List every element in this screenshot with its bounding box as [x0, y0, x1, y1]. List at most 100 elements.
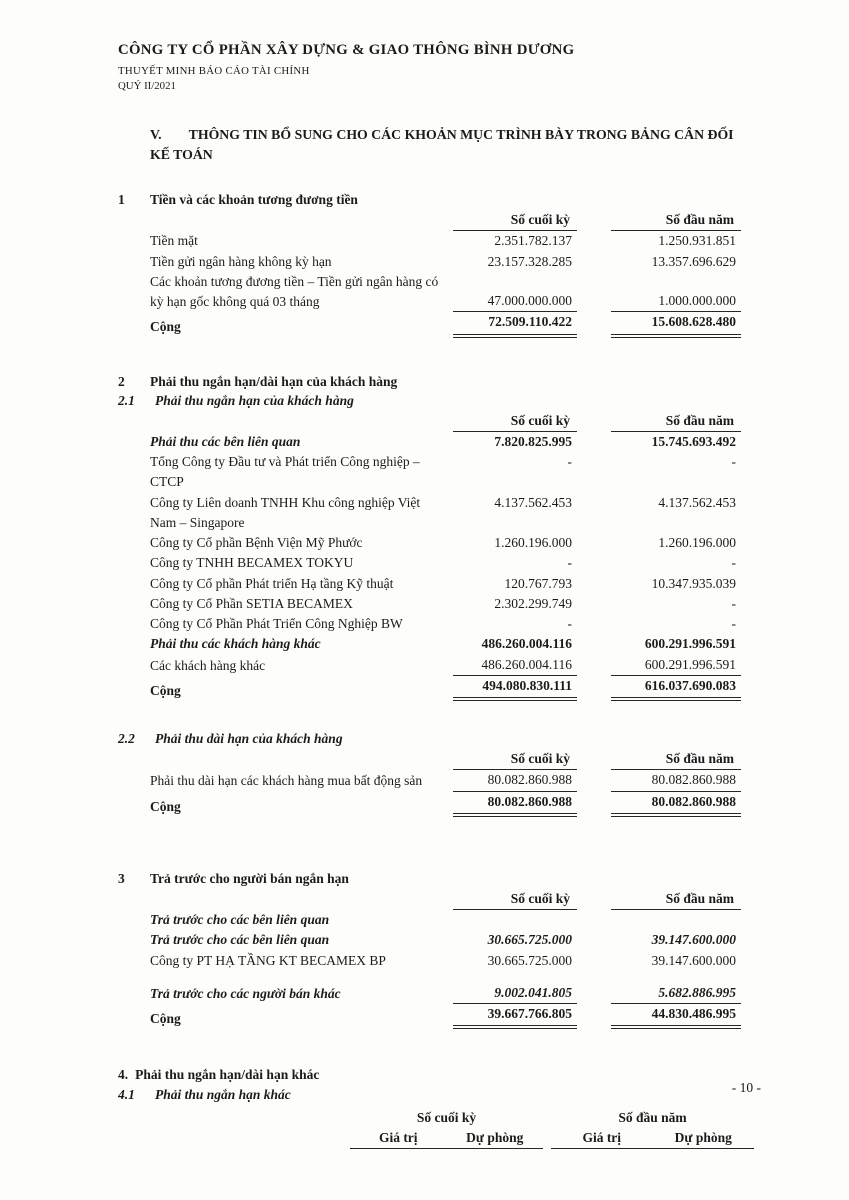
beginning-balance-value: - [731, 454, 737, 469]
column-header-beginning: Số đầu năm [611, 411, 741, 432]
table-row: Công ty PT HẠ TẦNG KT BECAMEX BP 30.665.… [150, 951, 763, 971]
table-row: Công ty Cổ Phần Phát Triển Công Nghiệp B… [150, 614, 763, 634]
row-label: Trả trước cho các bên liên quan [150, 912, 330, 927]
column-gap [577, 452, 611, 454]
ending-balance-value: - [567, 616, 573, 631]
section-title: Phải thu ngắn hạn/dài hạn khác [135, 1067, 320, 1083]
spacer-cell [118, 1128, 350, 1150]
section-title: Phải thu ngắn hạn khác [155, 1087, 291, 1103]
group-header-beginning: Số đầu năm [618, 1110, 687, 1126]
column-gap [577, 310, 611, 312]
section-title: Phải thu dài hạn của khách hàng [155, 731, 343, 746]
section-heading-prepayments: 3 Trả trước cho người bán ngắn hạn [118, 871, 763, 887]
ending-balance-value: - [567, 555, 573, 571]
table-row: Các khoản tương đương tiền – Tiền gửi ng… [150, 272, 763, 313]
section-number: V. [150, 127, 162, 142]
subsection-heading-receivables-long: 2.2 Phải thu dài hạn của khách hàng [118, 731, 763, 747]
ending-balance-value: 80.082.860.988 [453, 792, 577, 817]
column-gap [577, 551, 611, 553]
total-row: Cộng 72.509.110.422 15.608.628.480 [150, 312, 763, 338]
group-header-row: Số cuối kỳ Số đầu năm [118, 1108, 763, 1128]
table-row: Trả trước cho các bên liên quan [150, 910, 763, 930]
ending-balance-value: 23.157.328.285 [487, 253, 572, 269]
beginning-balance-value: - [731, 555, 737, 571]
table-row: Trả trước cho các người bán khác 9.002.0… [150, 983, 763, 1004]
beginning-balance-value: 5.682.886.995 [611, 983, 741, 1004]
column-gap [577, 653, 611, 655]
ending-balance-value: 1.260.196.000 [494, 535, 572, 550]
page-number: - 10 - [731, 1080, 761, 1095]
row-label: Cộng [150, 1011, 181, 1026]
section-title: Phải thu ngắn hạn của khách hàng [155, 392, 354, 408]
row-label: Phải thu các khách hàng khác [150, 636, 321, 652]
group-header-ending: Số cuối kỳ [416, 1110, 477, 1126]
section-number: 4. [118, 1067, 129, 1083]
column-gap [543, 1108, 551, 1128]
table-row: Công ty Cổ phần Bệnh Viện Mỹ Phước 1.260… [150, 533, 763, 553]
column-gap [577, 699, 611, 701]
table-header-row: Số cuối kỳ Số đầu năm [150, 749, 763, 771]
column-gap [577, 908, 611, 910]
row-label: Phải thu dài hạn các khách hàng mua bất … [150, 773, 423, 789]
ending-balance-value: 72.509.110.422 [453, 312, 577, 338]
row-label: Các khách hàng khác [150, 657, 266, 673]
table-row: Công ty Liên doanh TNHH Khu công nghiệp … [150, 493, 763, 534]
ending-balance-value: 486.260.004.116 [481, 636, 572, 652]
row-label: Công ty TNHH BECAMEX TOKYU [150, 555, 354, 571]
subcolumns-ending: Giá trị Dự phòng [350, 1128, 543, 1150]
column-gap [577, 815, 611, 817]
row-label: Cộng [150, 798, 181, 814]
ending-balance-value: 30.665.725.000 [487, 952, 572, 968]
beginning-balance-value: 13.357.696.629 [651, 253, 736, 269]
row-label: Cộng [150, 319, 181, 335]
row-label: Tiền gửi ngân hàng không kỳ hạn [150, 253, 332, 269]
column-gap [577, 250, 611, 252]
subcolumn-header-provision: Dự phòng [466, 1129, 524, 1145]
row-label: Công ty PT HẠ TẦNG KT BECAMEX BP [150, 952, 386, 968]
table-header-row: Số cuối kỳ Số đầu năm [150, 210, 763, 232]
table-row: Công ty TNHH BECAMEX TOKYU - - [150, 553, 763, 573]
subsection-heading-other-receivables-short: 4.1 Phải thu ngắn hạn khác [118, 1087, 763, 1103]
beginning-balance-value: 39.147.600.000 [651, 952, 736, 968]
table-row: Tổng Công ty Đầu tư và Phát triển Công n… [150, 452, 763, 493]
column-gap [577, 768, 611, 770]
table-header-row: Số cuối kỳ Số đầu năm [150, 889, 763, 910]
row-label: Công ty Cổ Phần SETIA BECAMEX [150, 595, 353, 611]
section-title: Trả trước cho người bán ngắn hạn [150, 870, 349, 886]
column-gap [577, 969, 611, 971]
column-header-beginning: Số đầu năm [611, 210, 741, 232]
ending-balance-value: 494.080.830.111 [453, 676, 577, 701]
row-label: Tiền mặt [150, 233, 198, 249]
subsection-heading-receivables-short: 2.1 Phải thu ngắn hạn của khách hàng [118, 393, 763, 409]
section-title: Phải thu ngắn hạn/dài hạn của khách hàng [150, 373, 398, 389]
column-gap [577, 592, 611, 594]
row-label: Các khoản tương đương tiền – Tiền gửi ng… [150, 273, 439, 309]
row-label: Cộng [150, 682, 181, 698]
ending-balance-value: 486.260.004.116 [453, 655, 577, 676]
table-row: Tiền mặt 2.351.782.137 1.250.931.851 [150, 231, 763, 251]
ending-balance-value: 47.000.000.000 [453, 291, 577, 313]
table-row: Các khách hàng khác 486.260.004.116 600.… [150, 655, 763, 676]
section-heading-other-receivables: 4. Phải thu ngắn hạn/dài hạn khác [118, 1067, 763, 1083]
row-label: Tổng Công ty Đầu tư và Phát triển Công n… [150, 454, 420, 490]
receivables-long-table: Số cuối kỳ Số đầu năm Phải thu dài hạn c… [150, 749, 763, 817]
beginning-balance-value: 80.082.860.988 [611, 770, 741, 792]
beginning-balance-value: 600.291.996.591 [611, 655, 741, 676]
column-gap [577, 572, 611, 574]
section-title: Tiền và các khoản tương đương tiền [150, 192, 358, 207]
row-label: Phải thu các bên liên quan [150, 433, 301, 449]
table-row: Trả trước cho các bên liên quan 30.665.7… [150, 930, 763, 950]
beginning-balance-value: - [731, 616, 737, 631]
beginning-balance-value: 600.291.996.591 [644, 636, 736, 652]
prepayments-table: Số cuối kỳ Số đầu năm Trả trước cho các … [150, 889, 763, 1030]
column-gap [577, 612, 611, 614]
section-title: THÔNG TIN BỔ SUNG CHO CÁC KHOẢN MỤC TRÌN… [150, 127, 734, 162]
column-header-ending: Số cuối kỳ [453, 889, 577, 910]
beginning-balance-value: 1.000.000.000 [611, 291, 741, 313]
beginning-balance-value: 1.260.196.000 [658, 535, 736, 550]
beginning-balance-value: 80.082.860.988 [611, 792, 741, 817]
column-header-ending: Số cuối kỳ [453, 749, 577, 771]
ending-balance-value: 4.137.562.453 [494, 494, 572, 510]
beginning-balance-value: 616.037.690.083 [611, 676, 741, 701]
